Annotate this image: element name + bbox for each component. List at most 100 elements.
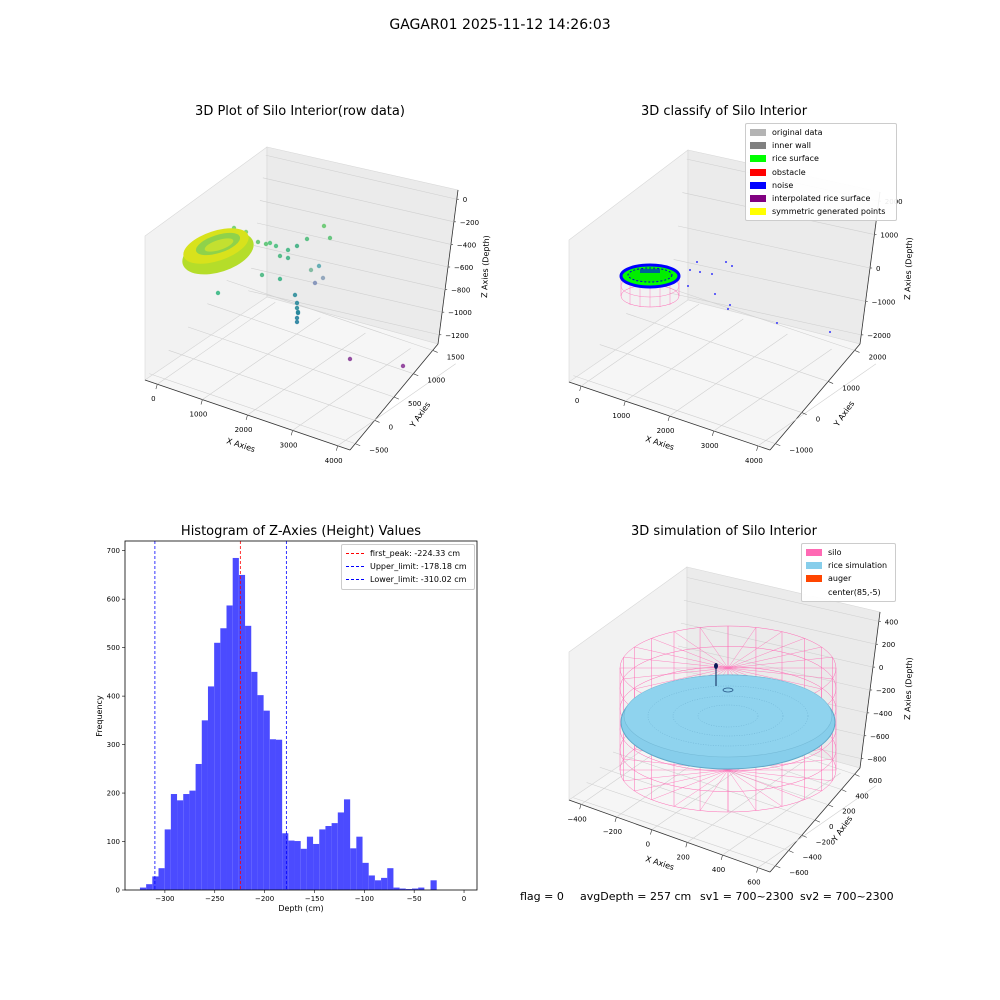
panel2-x-tick-mark <box>667 415 670 421</box>
panel1-axes-box <box>144 146 459 451</box>
panel1-z-tick-label: −400 <box>457 241 476 249</box>
panel2-legend-item: symmetric generated points <box>746 205 896 218</box>
panel2-x-tick-label: 4000 <box>745 457 763 465</box>
panel4-x-gridline <box>757 785 877 868</box>
panel1-data-point <box>292 292 298 298</box>
panel2-noise-point <box>829 331 831 333</box>
panel4-y-tick-mark <box>814 819 821 823</box>
histogram-bar <box>201 720 208 890</box>
panel4-legend-item: silo <box>802 546 895 559</box>
panel3-y-label: Frequency <box>95 695 104 737</box>
panel2-y-axis-line <box>769 343 861 451</box>
panel1-z-tick-label: −1000 <box>448 309 472 317</box>
histogram-bar <box>275 739 283 890</box>
histogram-bar <box>319 829 326 890</box>
panel1-data-point <box>295 309 301 315</box>
panel3-x-tick-label: −100 <box>355 895 374 903</box>
panel2-noise-point <box>731 265 733 267</box>
panel1-data-point <box>400 363 406 369</box>
legend-label: interpolated rice surface <box>772 194 871 204</box>
panel4-y-tick-label: 0 <box>829 823 833 831</box>
silo-roof-spoke <box>673 631 729 669</box>
panel2-legend-item: interpolated rice surface <box>746 192 896 205</box>
legend-line-swatch <box>346 579 364 581</box>
panel4-y-tick-mark <box>841 789 847 792</box>
histogram-bar <box>288 840 295 890</box>
histogram-bar <box>399 888 406 890</box>
histogram-bar <box>177 800 184 890</box>
legend-label: Lower_limit: -310.02 cm <box>370 575 467 585</box>
panel4-x-tick-mark <box>756 867 759 873</box>
panel4-y-gridline <box>586 782 789 851</box>
panel1-z-tick-label: −200 <box>460 219 479 227</box>
histogram-bar <box>238 574 246 890</box>
histogram-bar <box>245 625 252 890</box>
panel4-x-tick-label: −400 <box>567 815 586 823</box>
footer-flag: flag = 0 <box>520 890 564 903</box>
histogram-bar <box>139 887 147 890</box>
panel3-legend-item: first_peak: -224.33 cm <box>342 547 474 560</box>
panel4-auger <box>714 663 734 693</box>
panel4-y-tick-label: 400 <box>855 792 868 800</box>
panel1-y-gridline <box>168 350 375 421</box>
legend-swatch <box>806 549 822 557</box>
panel1-x-tick-mark <box>336 445 338 451</box>
panel2-y-tick-mark <box>854 350 860 353</box>
panel4-z-tick-label: −800 <box>867 756 886 764</box>
panel1-x-tick-label: 3000 <box>280 441 298 449</box>
histogram-bar <box>251 671 258 890</box>
histogram-bar <box>405 889 412 890</box>
panel2-legend-item: obstacle <box>746 166 896 179</box>
legend-swatch <box>750 208 766 216</box>
panel3-legend-item: Upper_limit: -178.18 cm <box>342 560 474 573</box>
histogram-bar <box>331 823 338 890</box>
panel4-z-gridline <box>686 577 879 622</box>
panel2-noise-point <box>711 273 713 275</box>
histogram-bar <box>146 884 153 890</box>
panel1-data-point <box>327 235 333 241</box>
panel2-x-tick-label: 1000 <box>612 412 630 420</box>
panel1-y-tick-label: −500 <box>369 447 388 455</box>
histogram-bar <box>356 836 363 890</box>
panel2-z-gridline <box>673 259 866 302</box>
histogram-bar <box>164 829 171 890</box>
panel4-legend-item: auger <box>802 572 895 585</box>
panel1-z-gridline <box>259 200 452 245</box>
panel4-x-tick-mark <box>650 829 653 835</box>
panel1-data-point <box>308 267 314 273</box>
panel4-x-tick-mark <box>685 842 688 848</box>
silo-roof-spoke <box>727 667 822 690</box>
panel2-legend-item: noise <box>746 179 896 192</box>
histogram-bar <box>374 880 382 890</box>
footer-sv2: sv2 = 700~2300 <box>800 890 894 903</box>
panel4-y-tick-mark <box>801 834 807 838</box>
panel4-y-tick-mark <box>854 773 860 777</box>
panel3-y-tick-label: 300 <box>107 741 120 749</box>
panel2-noise-point <box>776 322 778 324</box>
legend-line-swatch <box>346 566 364 568</box>
panel2-noise-point <box>689 269 691 271</box>
panel2-noise-point <box>729 304 731 306</box>
panel2-y-gridline <box>573 375 776 444</box>
panel3-x-tick-label: −50 <box>407 895 422 903</box>
legend-label: Upper_limit: -178.18 cm <box>370 562 467 572</box>
panel3-y-tick-label: 500 <box>107 644 120 652</box>
panel4-y-tick-mark <box>828 804 834 808</box>
panel1-y-gridline <box>226 280 433 351</box>
panel2-x-gridline <box>669 333 788 417</box>
panel2-x-tick-mark <box>579 385 582 392</box>
panel1-z-label: Z Axies (Depth) <box>480 235 491 298</box>
panel4-x-gridline <box>687 760 806 843</box>
panel2-x-tick-label: 3000 <box>701 442 719 450</box>
legend-swatch <box>750 195 766 203</box>
panel4-x-tick-label: −200 <box>603 828 622 836</box>
panel2-y-tick-label: −1000 <box>789 447 813 455</box>
panel2-z-label: Z Axies (Depth) <box>903 237 914 300</box>
panel1-x-gridline <box>292 348 411 431</box>
panel4-x-tick-mark <box>579 804 582 810</box>
histogram-bar <box>362 862 369 890</box>
panel1-data-point <box>285 255 291 261</box>
panel3-y-tick-label: 200 <box>107 790 120 798</box>
legend-label: rice simulation <box>828 561 888 571</box>
